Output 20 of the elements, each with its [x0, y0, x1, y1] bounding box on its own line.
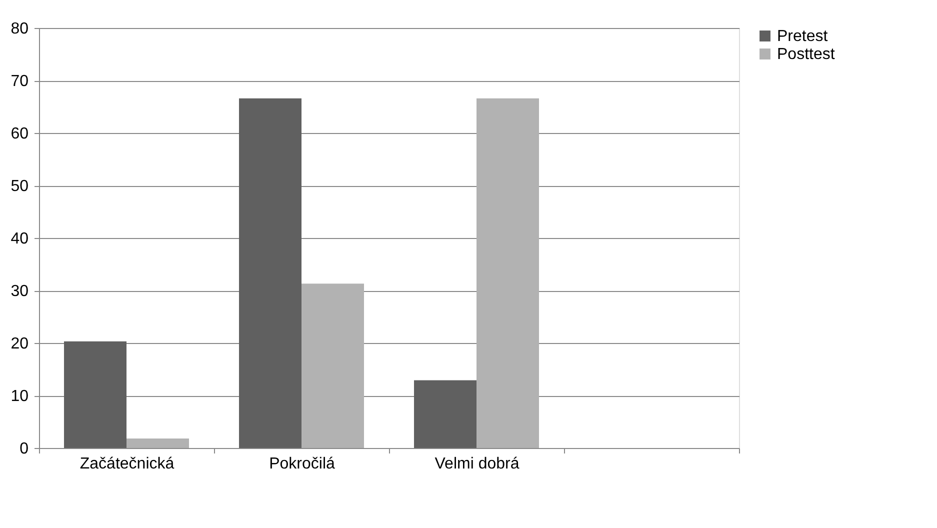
bar: [64, 341, 126, 448]
x-tick-label: Začátečnická: [80, 456, 174, 472]
bar: [414, 380, 476, 448]
legend-label: Posttest: [777, 46, 836, 63]
bar: [126, 438, 189, 448]
y-tick-label: 30: [10, 283, 29, 300]
y-tick-label: 0: [20, 440, 29, 458]
y-tick-label: 40: [10, 230, 29, 248]
x-tick-label: Velmi dobrá: [434, 456, 520, 472]
legend-label: Pretest: [777, 28, 828, 45]
y-tick-label: 80: [10, 20, 29, 38]
x-tick-label: Pokročilá: [269, 456, 335, 472]
bar: [239, 98, 302, 448]
y-tick-label: 70: [10, 73, 29, 90]
y-tick-label: 60: [10, 126, 29, 142]
bar: [476, 98, 539, 448]
y-tick-label: 50: [10, 178, 29, 195]
y-tick-label: 20: [10, 336, 29, 352]
y-tick-label: 10: [10, 388, 29, 405]
bar: [302, 284, 364, 448]
